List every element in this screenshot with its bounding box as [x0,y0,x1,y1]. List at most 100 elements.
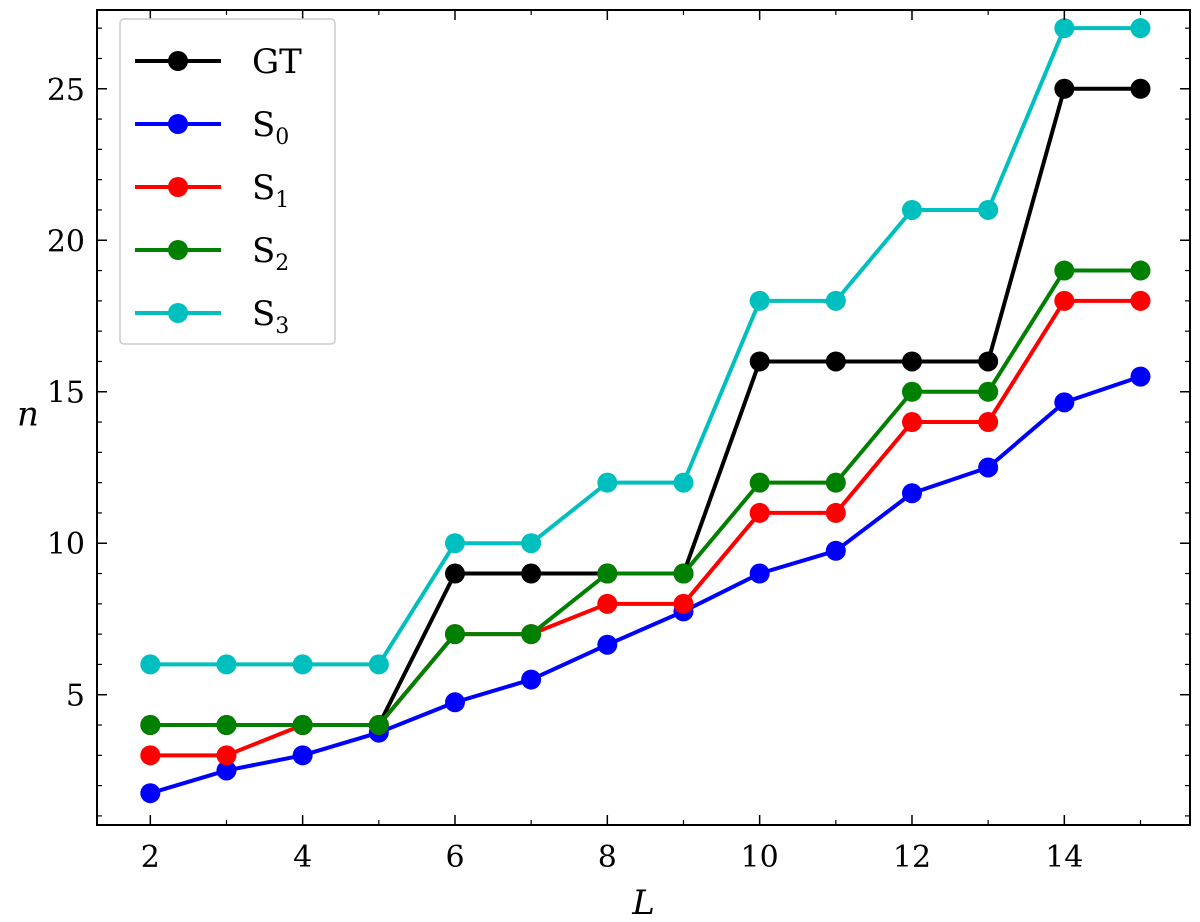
legend-entry-S2: S2 [135,231,289,276]
data-point-S2 [597,563,618,584]
legend-entry-S0: S0 [135,105,289,150]
data-point-S0 [444,692,465,713]
y-tick-label: 15 [47,376,85,411]
x-tick-label: 2 [141,840,160,875]
legend-entry-S1: S1 [135,168,289,213]
data-point-S3 [216,654,237,675]
data-point-S3 [444,533,465,554]
legend-label-base: S [252,168,275,208]
data-point-S3 [673,472,694,493]
series-layer [140,18,1151,804]
series-S3 [140,18,1151,675]
data-point-S1 [1130,290,1151,311]
data-point-S2 [749,472,770,493]
data-point-S0 [216,760,237,781]
data-point-GT [444,563,465,584]
data-point-S2 [901,381,922,402]
legend-entry-S3: S3 [135,294,289,339]
legend-label-subscript: 1 [275,188,289,213]
data-point-GT [1054,78,1075,99]
x-axis-title: L [631,883,655,922]
data-point-S0 [597,634,618,655]
data-point-S1 [140,745,161,766]
legend-label: S2 [252,231,289,276]
data-point-S3 [1130,18,1151,39]
legend-label-subscript: 0 [275,125,289,150]
x-tick-label: 10 [741,840,779,875]
data-point-S1 [749,502,770,523]
data-point-S0 [978,457,999,478]
data-point-S0 [140,783,161,804]
data-point-S1 [978,412,999,433]
legend-label: GT [252,42,302,82]
legend-marker [168,177,188,197]
data-point-S1 [216,745,237,766]
data-point-S1 [825,502,846,523]
y-tick-label: 20 [47,224,85,259]
data-point-S2 [292,715,313,736]
data-point-GT [1130,78,1151,99]
data-point-S0 [825,540,846,561]
series-S2 [140,260,1151,736]
legend-label-base: GT [252,42,302,82]
data-point-S2 [825,472,846,493]
plot-frame [96,9,1191,826]
legend-label-base: S [252,294,275,334]
series-S0 [140,366,1151,804]
data-point-S2 [521,624,542,645]
data-point-S3 [292,654,313,675]
data-point-S1 [673,593,694,614]
legend-label-subscript: 3 [275,314,289,339]
legend-marker [168,114,188,134]
data-point-S0 [1054,392,1075,413]
data-point-S0 [901,483,922,504]
data-point-S2 [673,563,694,584]
legend-marker [168,303,188,323]
y-axis-title: n [17,395,39,435]
data-point-S3 [368,654,389,675]
series-line-S2 [150,268,1141,728]
data-point-S0 [749,563,770,584]
series-line-S0 [149,374,1142,796]
data-point-S0 [1130,366,1151,387]
data-point-S3 [521,533,542,554]
x-tick-label: 12 [893,840,931,875]
legend-label-base: S [252,105,275,145]
data-point-S0 [292,745,313,766]
data-point-S2 [1054,260,1075,281]
data-point-S3 [597,472,618,493]
x-tick-label: 8 [598,840,617,875]
legend-marker [168,240,188,260]
series-line-S3 [150,26,1141,667]
legend-label-subscript: 2 [275,251,289,276]
y-tick-label: 5 [66,679,85,714]
data-point-S2 [140,715,161,736]
data-point-S2 [978,381,999,402]
legend-label-base: S [252,231,275,271]
data-point-S3 [825,290,846,311]
data-point-S2 [444,624,465,645]
data-point-S3 [749,290,770,311]
y-tick-label: 10 [47,527,85,562]
x-tick-label: 4 [293,840,312,875]
data-point-S3 [140,654,161,675]
data-point-S1 [901,412,922,433]
data-point-S3 [978,199,999,220]
data-point-S3 [901,199,922,220]
x-tick-label: 14 [1045,840,1083,875]
data-point-S2 [216,715,237,736]
data-point-S2 [1130,260,1151,281]
y-tick-label: 25 [47,73,85,108]
legend-label: S0 [252,105,289,150]
legend-marker [168,51,188,71]
legend-label: S1 [252,168,289,213]
legend-box [119,18,336,345]
legend-label: S3 [252,294,289,339]
data-point-GT [749,351,770,372]
data-point-S3 [1054,18,1075,39]
data-point-S1 [1054,290,1075,311]
